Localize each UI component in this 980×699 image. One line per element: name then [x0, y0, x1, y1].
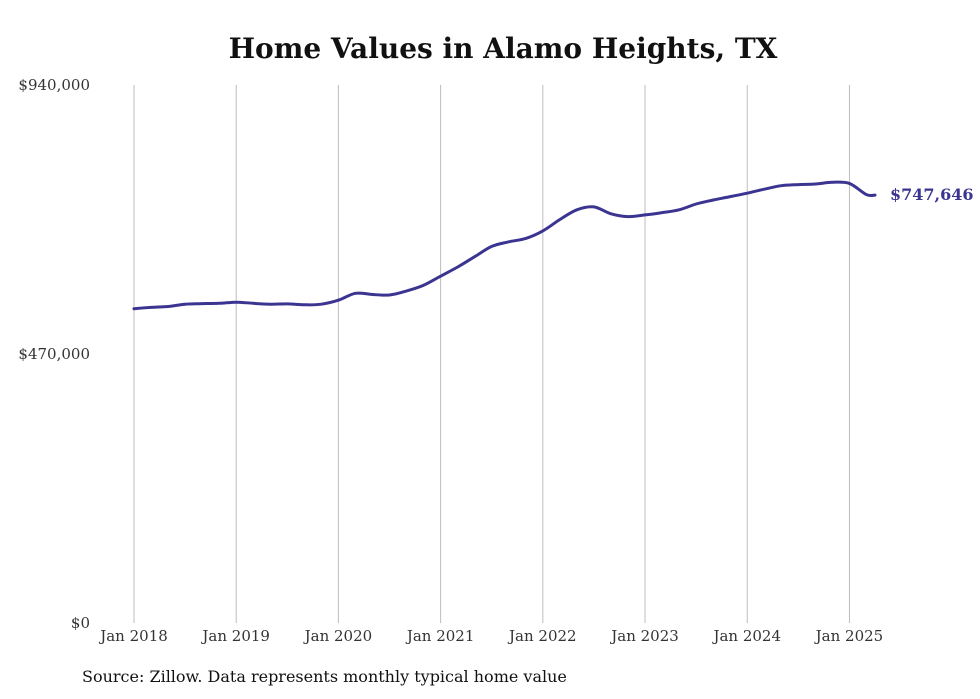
x-axis: Jan 2018 Jan 2019 Jan 2020 Jan 2021 Jan 2022… [98, 627, 883, 645]
chart-title: Home Values in Alamo Heights, TX [229, 32, 778, 65]
x-tick-label: Jan 2025 [814, 627, 884, 645]
y-tick-label: $940,000 [18, 76, 90, 94]
x-tick-label: Jan 2022 [507, 627, 577, 645]
x-tick-label: Jan 2019 [200, 627, 270, 645]
latest-value-label: $747,646 [890, 185, 974, 204]
source-note: Source: Zillow. Data represents monthly … [82, 667, 567, 686]
y-tick-label: $470,000 [18, 345, 90, 363]
x-tick-label: Jan 2018 [98, 627, 168, 645]
x-tick-label: Jan 2024 [711, 627, 781, 645]
y-tick-label: $0 [71, 614, 90, 632]
vertical-gridlines [133, 85, 850, 623]
x-tick-label: Jan 2020 [303, 627, 373, 645]
x-tick-label: Jan 2023 [609, 627, 679, 645]
x-tick-label: Jan 2021 [405, 627, 475, 645]
home-value-line [132, 180, 877, 311]
y-axis: $0 $470,000 $940,000 [18, 76, 90, 632]
